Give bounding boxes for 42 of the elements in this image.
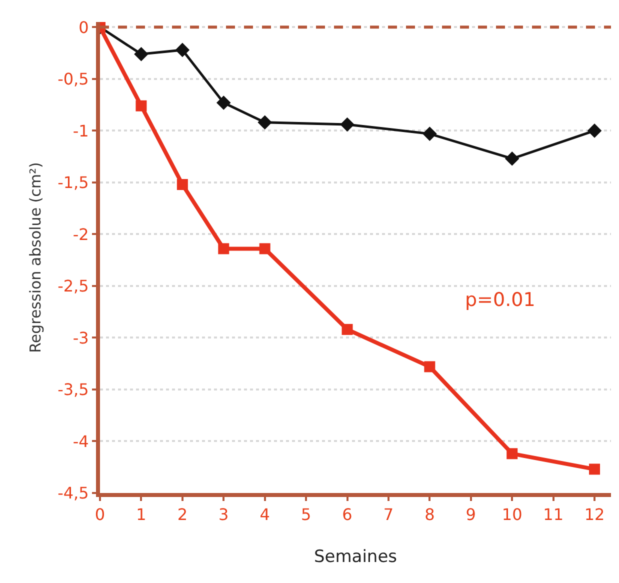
annotation: p=0.01	[465, 289, 536, 311]
x-tick-label: 8	[424, 505, 435, 524]
x-tick-label: 11	[543, 505, 564, 524]
point	[587, 124, 602, 138]
point	[504, 151, 520, 166]
x-tick-label: 2	[177, 505, 188, 524]
x-tick-label: 0	[94, 505, 106, 524]
point	[506, 448, 518, 460]
x-tick-label: 9	[466, 505, 476, 524]
point	[422, 126, 437, 141]
point	[175, 42, 190, 58]
y-tick-label: 0	[78, 18, 89, 37]
point	[176, 179, 188, 190]
point	[258, 115, 272, 130]
x-axis-title: Semaines	[314, 547, 398, 568]
x-tick-label: 6	[342, 505, 352, 524]
point	[134, 46, 148, 62]
x-tick-label: 10	[502, 505, 522, 524]
x-tick-label: 5	[300, 505, 312, 524]
point	[340, 117, 354, 132]
y-tick-label: -4	[72, 432, 89, 451]
point	[216, 96, 231, 110]
y-tick-label: -4,5	[58, 484, 89, 503]
y-tick-label: -1	[72, 121, 89, 140]
y-tick-label: -3,5	[58, 380, 89, 400]
y-tick-label: -3	[72, 328, 89, 348]
x-tick-label: 4	[260, 505, 270, 524]
point	[259, 243, 270, 254]
point	[218, 243, 230, 254]
x-tick-label: 1	[136, 505, 146, 524]
y-tick-label: -2,5	[58, 276, 89, 296]
point	[136, 100, 147, 112]
y-tick-label: -1,5	[58, 173, 89, 192]
point	[342, 324, 353, 335]
y-tick-label: -2	[72, 224, 89, 244]
point	[424, 361, 436, 372]
y-tick-label: -0,5	[58, 70, 89, 89]
x-tick-label: 3	[218, 505, 229, 524]
x-tick-label: 7	[383, 505, 394, 524]
point	[589, 464, 600, 475]
x-tick-label: 12	[584, 505, 605, 524]
y-axis-title: Regression absolue (cm²)	[26, 162, 44, 353]
